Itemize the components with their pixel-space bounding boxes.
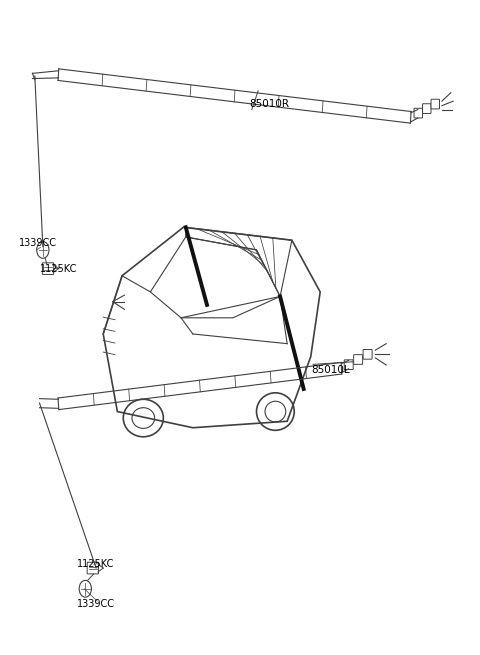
Text: 85010R: 85010R bbox=[250, 100, 289, 109]
FancyBboxPatch shape bbox=[344, 360, 353, 369]
Text: 1339CC: 1339CC bbox=[77, 599, 115, 609]
FancyBboxPatch shape bbox=[354, 354, 362, 364]
FancyBboxPatch shape bbox=[363, 350, 372, 359]
Text: 85010L: 85010L bbox=[311, 365, 349, 375]
Text: 1125KC: 1125KC bbox=[77, 559, 115, 569]
FancyBboxPatch shape bbox=[42, 263, 54, 274]
Text: 1339CC: 1339CC bbox=[19, 238, 57, 248]
FancyBboxPatch shape bbox=[414, 108, 422, 118]
FancyBboxPatch shape bbox=[422, 103, 431, 113]
Text: 1125KC: 1125KC bbox=[39, 265, 77, 274]
FancyBboxPatch shape bbox=[431, 99, 440, 109]
FancyBboxPatch shape bbox=[87, 562, 98, 574]
